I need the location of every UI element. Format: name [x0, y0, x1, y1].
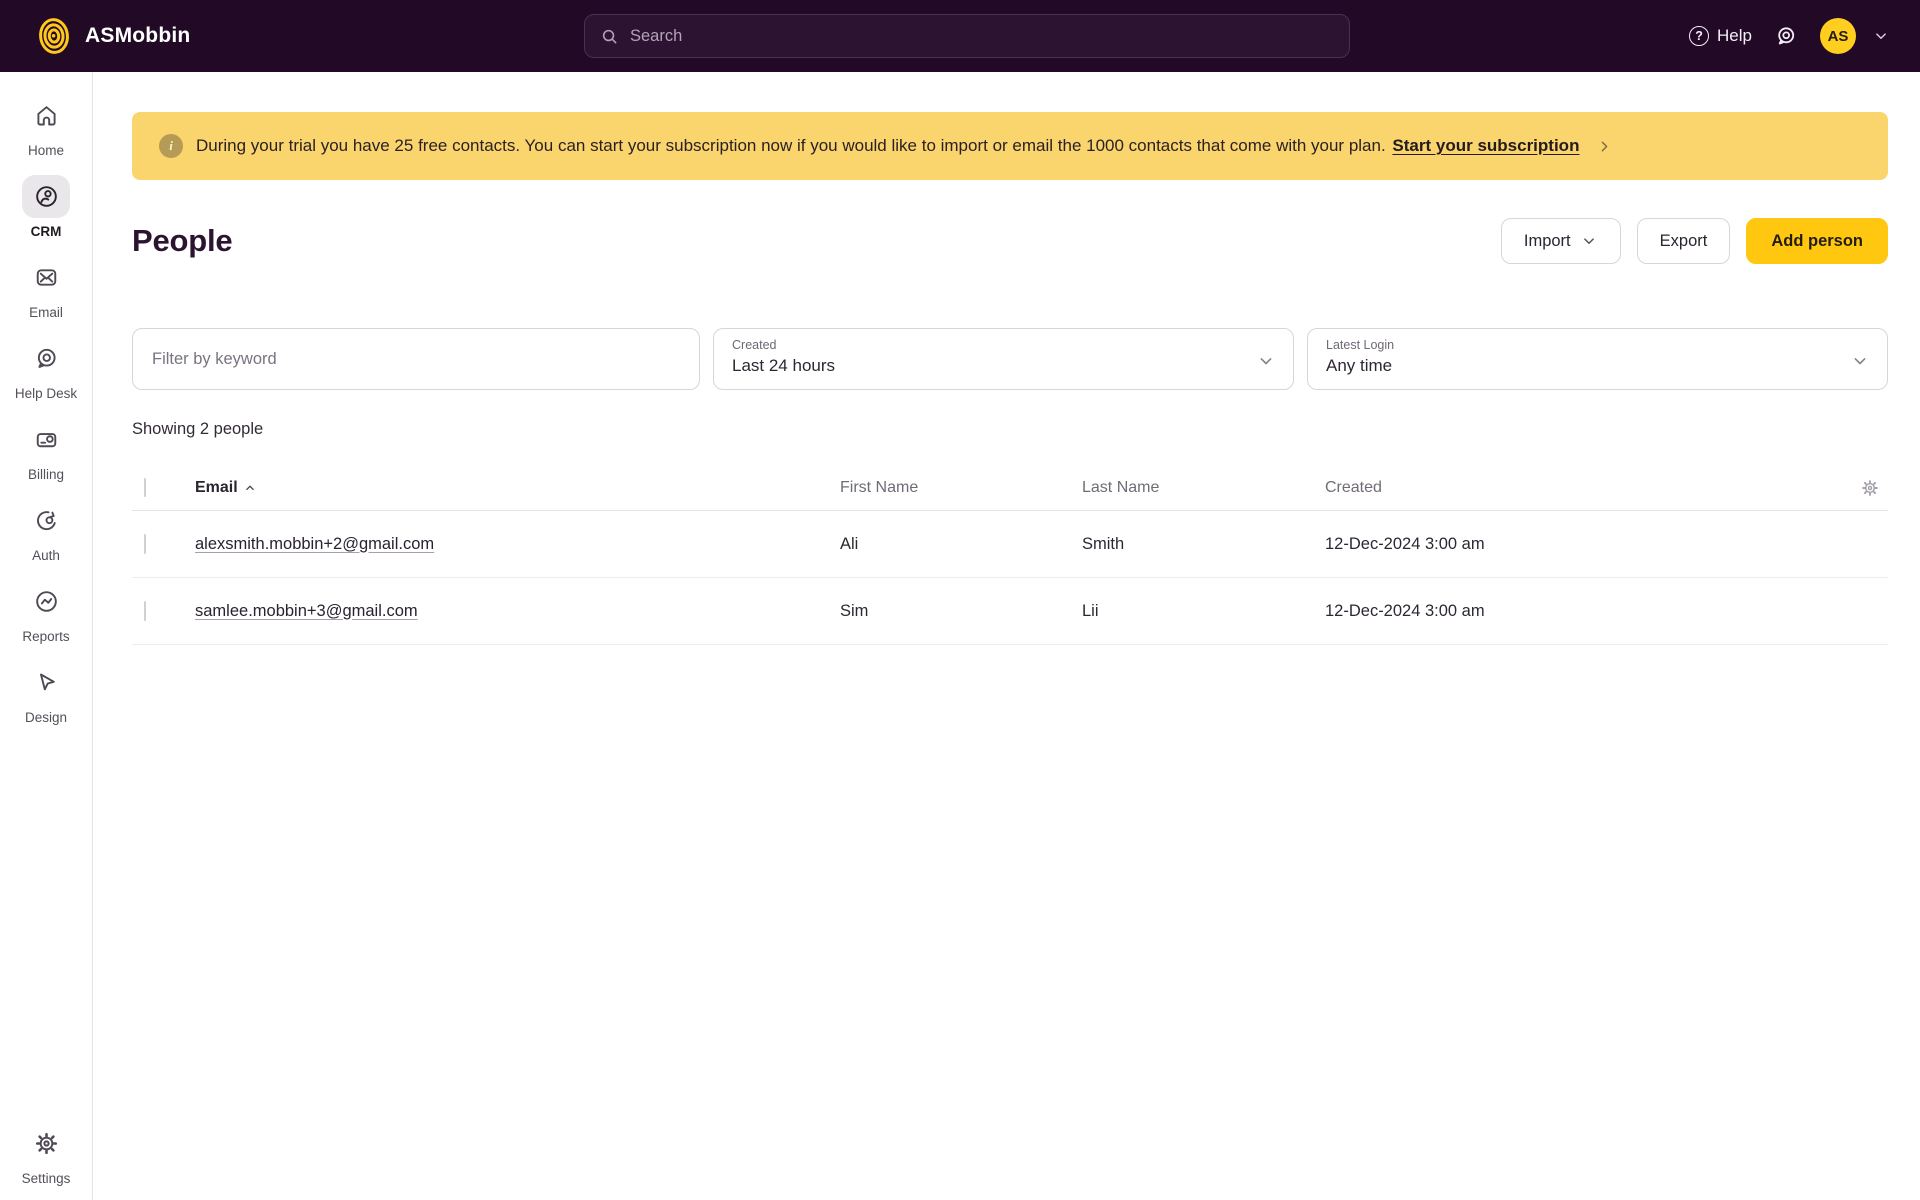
created-filter-label: Created — [732, 338, 777, 352]
results-summary: Showing 2 people — [132, 420, 264, 438]
latest-login-filter-select[interactable]: Latest Login Any time — [1307, 328, 1888, 390]
search-input[interactable] — [630, 26, 1334, 46]
column-header-email[interactable]: Email — [195, 479, 840, 497]
sidebar-item-label: Home — [27, 143, 64, 158]
design-icon — [33, 669, 60, 696]
chevron-down-icon — [1256, 351, 1276, 371]
reports-icon — [33, 588, 60, 615]
global-search[interactable] — [584, 14, 1350, 58]
help-button[interactable]: ? Help — [1689, 26, 1752, 46]
chevron-down-icon — [1850, 351, 1870, 371]
sidebar: Home CRM Email Help Desk Billing Auth Re… — [0, 72, 93, 1200]
table-row[interactable]: alexsmith.mobbin+2@gmail.com Ali Smith 1… — [132, 511, 1888, 578]
help-desk-icon — [33, 345, 60, 372]
filters-row: Created Last 24 hours Latest Login Any t… — [132, 328, 1888, 390]
row-checkbox[interactable] — [144, 533, 146, 554]
latest-login-filter-label: Latest Login — [1326, 338, 1395, 352]
person-last-name: Lii — [1082, 601, 1099, 620]
chevron-right-icon[interactable] — [1596, 138, 1613, 155]
trial-banner-text: During your trial you have 25 free conta… — [196, 136, 1580, 155]
sidebar-item-settings[interactable]: Settings — [21, 1122, 71, 1186]
chat-bubble-icon — [1774, 24, 1798, 48]
trial-banner: i During your trial you have 25 free con… — [132, 112, 1888, 180]
sidebar-item-label: Reports — [22, 629, 70, 644]
sidebar-item-auth[interactable]: Auth — [22, 499, 70, 563]
person-last-name: Smith — [1082, 534, 1125, 553]
chevron-down-icon — [1872, 27, 1890, 45]
sidebar-item-label: Design — [24, 710, 68, 725]
people-table: Email First Name Last Name Created alexs… — [132, 465, 1888, 645]
table-settings-button[interactable] — [1860, 478, 1888, 498]
page-actions: Import Export Add person — [1500, 218, 1888, 264]
sort-asc-icon — [243, 481, 257, 495]
person-email-link[interactable]: alexsmith.mobbin+2@gmail.com — [195, 534, 435, 553]
search-icon — [600, 27, 619, 46]
latest-login-filter-value: Any time — [1326, 356, 1393, 375]
sidebar-item-label: Help Desk — [14, 386, 78, 401]
settings-icon — [33, 1130, 60, 1157]
person-first-name: Sim — [840, 601, 869, 620]
export-button[interactable]: Export — [1636, 218, 1731, 264]
person-email-link[interactable]: samlee.mobbin+3@gmail.com — [195, 601, 418, 620]
table-header-row: Email First Name Last Name Created — [132, 465, 1888, 511]
crm-icon — [33, 183, 60, 210]
sidebar-item-label: Auth — [32, 548, 60, 563]
sidebar-item-reports[interactable]: Reports — [22, 580, 70, 644]
sidebar-item-label: Email — [29, 305, 63, 320]
person-created: 12-Dec-2024 3:00 am — [1325, 534, 1485, 553]
home-icon — [33, 102, 60, 129]
column-header-first-name[interactable]: First Name — [840, 478, 919, 496]
account-menu-button[interactable] — [1872, 27, 1890, 45]
keyword-filter-input[interactable] — [132, 328, 700, 390]
sidebar-item-crm[interactable]: CRM — [22, 175, 70, 239]
app-logo-icon — [39, 18, 69, 54]
sidebar-item-design[interactable]: Design — [22, 661, 70, 725]
created-filter-select[interactable]: Created Last 24 hours — [713, 328, 1294, 390]
help-label: Help — [1717, 26, 1752, 45]
brand: ASMobbin — [36, 16, 190, 56]
sidebar-item-email[interactable]: Email — [22, 256, 70, 320]
import-button[interactable]: Import — [1500, 218, 1621, 264]
auth-icon — [33, 507, 60, 534]
gear-icon — [1860, 478, 1880, 498]
help-icon: ? — [1689, 26, 1710, 46]
table-row[interactable]: samlee.mobbin+3@gmail.com Sim Lii 12-Dec… — [132, 578, 1888, 645]
page-header: People Import Export Add person — [132, 218, 1888, 264]
sidebar-item-home[interactable]: Home — [22, 94, 70, 158]
billing-icon — [33, 426, 60, 453]
top-bar: ASMobbin ? Help AS — [0, 0, 1920, 72]
app-title: ASMobbin — [85, 24, 191, 47]
email-icon — [33, 264, 60, 291]
sidebar-item-help-desk[interactable]: Help Desk — [15, 337, 77, 401]
person-first-name: Ali — [840, 534, 859, 553]
info-icon: i — [159, 134, 183, 158]
sidebar-item-label: Settings — [21, 1171, 71, 1186]
sidebar-item-billing[interactable]: Billing — [22, 418, 70, 482]
main-content: i During your trial you have 25 free con… — [93, 72, 1920, 1200]
topbar-right: ? Help AS — [1689, 18, 1890, 54]
chevron-down-icon — [1580, 232, 1598, 250]
start-subscription-link[interactable]: Start your subscription — [1392, 136, 1580, 155]
page-title: People — [132, 223, 233, 258]
column-header-last-name[interactable]: Last Name — [1082, 478, 1160, 496]
feedback-button[interactable] — [1774, 24, 1798, 48]
add-person-button[interactable]: Add person — [1746, 218, 1888, 264]
select-all-checkbox[interactable] — [144, 477, 146, 497]
sidebar-item-label: CRM — [30, 224, 62, 239]
column-header-created[interactable]: Created — [1325, 478, 1382, 496]
created-filter-value: Last 24 hours — [732, 356, 836, 375]
row-checkbox[interactable] — [144, 600, 146, 621]
sidebar-item-label: Billing — [27, 467, 65, 482]
avatar[interactable]: AS — [1820, 18, 1856, 54]
person-created: 12-Dec-2024 3:00 am — [1325, 601, 1485, 620]
